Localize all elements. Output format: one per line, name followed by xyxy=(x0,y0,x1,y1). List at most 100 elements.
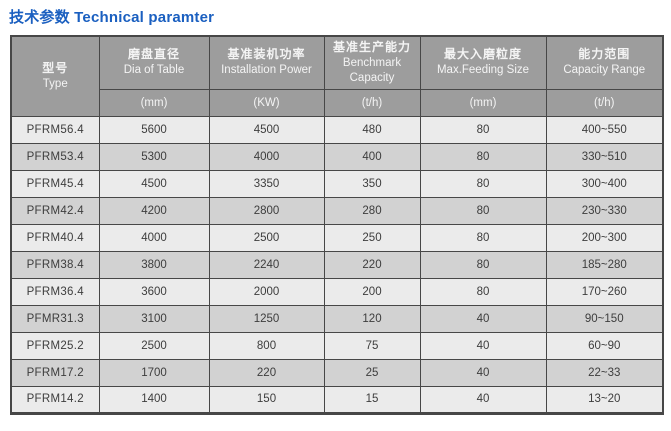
table-row: PFRM17.2 1700 220 25 40 22~33 xyxy=(10,358,664,387)
col-header-power-zh: 基准装机功率 xyxy=(227,47,306,62)
cell-max-feeding-size: 80 xyxy=(419,169,547,198)
cell-type: PFRM40.4 xyxy=(10,223,100,252)
cell-dia-of-table: 4500 xyxy=(98,169,210,198)
col-header-type: 型号 Type xyxy=(10,35,100,117)
cell-type: PFRM14.2 xyxy=(10,385,100,414)
cell-capacity-range: 13~20 xyxy=(545,385,664,414)
cell-installation-power: 3350 xyxy=(208,169,325,198)
cell-benchmark-capacity: 280 xyxy=(323,196,421,225)
cell-capacity-range: 22~33 xyxy=(545,358,664,387)
cell-installation-power: 800 xyxy=(208,331,325,360)
cell-capacity-range: 60~90 xyxy=(545,331,664,360)
col-header-capacity-en: Benchmark Capacity xyxy=(342,56,402,84)
table-row: PFRM14.2 1400 150 15 40 13~20 xyxy=(10,385,664,414)
cell-installation-power: 150 xyxy=(208,385,325,414)
cell-installation-power: 4500 xyxy=(208,115,325,144)
cell-type: PFRM25.2 xyxy=(10,331,100,360)
cell-installation-power: 2240 xyxy=(208,250,325,279)
cell-capacity-range: 200~300 xyxy=(545,223,664,252)
cell-installation-power: 4000 xyxy=(208,142,325,171)
col-header-feeding-zh: 最大入磨粒度 xyxy=(443,47,522,62)
cell-dia-of-table: 1700 xyxy=(98,358,210,387)
cell-benchmark-capacity: 480 xyxy=(323,115,421,144)
cell-capacity-range: 170~260 xyxy=(545,277,664,306)
table-row: PFRM38.4 3800 2240 220 80 185~280 xyxy=(10,250,664,279)
col-header-range-zh: 能力范围 xyxy=(578,47,631,62)
table-header: 型号 Type 磨盘直径 Dia of Table 基准装机功率 Install… xyxy=(10,35,664,117)
unit-installation-power: (KW) xyxy=(208,88,325,117)
table-row: PFRM56.4 5600 4500 480 80 400~550 xyxy=(10,115,664,144)
cell-dia-of-table: 5300 xyxy=(98,142,210,171)
col-header-type-zh: 型号 xyxy=(42,60,69,75)
col-header-range-en: Capacity Range xyxy=(563,64,646,77)
cell-dia-of-table: 1400 xyxy=(98,385,210,414)
cell-type: PFRM38.4 xyxy=(10,250,100,279)
cell-max-feeding-size: 40 xyxy=(419,331,547,360)
cell-max-feeding-size: 80 xyxy=(419,277,547,306)
col-header-capacity-zh: 基准生产能力 xyxy=(332,39,411,54)
table-row: PFMR31.3 3100 1250 120 40 90~150 xyxy=(10,304,664,333)
cell-dia-of-table: 3800 xyxy=(98,250,210,279)
col-header-installation-power: 基准装机功率 Installation Power xyxy=(208,35,325,90)
col-header-dia-of-table: 磨盘直径 Dia of Table xyxy=(98,35,210,90)
technical-parameters-table: 型号 Type 磨盘直径 Dia of Table 基准装机功率 Install… xyxy=(10,35,664,415)
cell-installation-power: 1250 xyxy=(208,304,325,333)
unit-benchmark-capacity: (t/h) xyxy=(323,88,421,117)
cell-type: PFRM36.4 xyxy=(10,277,100,306)
cell-capacity-range: 330~510 xyxy=(545,142,664,171)
cell-dia-of-table: 2500 xyxy=(98,331,210,360)
cell-benchmark-capacity: 220 xyxy=(323,250,421,279)
cell-benchmark-capacity: 400 xyxy=(323,142,421,171)
cell-benchmark-capacity: 350 xyxy=(323,169,421,198)
cell-dia-of-table: 3600 xyxy=(98,277,210,306)
table-row: PFRM53.4 5300 4000 400 80 330~510 xyxy=(10,142,664,171)
cell-capacity-range: 90~150 xyxy=(545,304,664,333)
col-header-type-en: Type xyxy=(42,77,68,90)
cell-benchmark-capacity: 250 xyxy=(323,223,421,252)
cell-max-feeding-size: 40 xyxy=(419,304,547,333)
table-body: PFRM56.4 5600 4500 480 80 400~550 PFRM53.4 5300… xyxy=(10,115,664,414)
cell-type: PFRM56.4 xyxy=(10,115,100,144)
cell-benchmark-capacity: 200 xyxy=(323,277,421,306)
cell-installation-power: 2800 xyxy=(208,196,325,225)
table-row: PFRM40.4 4000 2500 250 80 200~300 xyxy=(10,223,664,252)
cell-capacity-range: 400~550 xyxy=(545,115,664,144)
col-header-feeding-en: Max.Feeding Size xyxy=(436,64,530,77)
cell-installation-power: 2000 xyxy=(208,277,325,306)
table-row: PFRM36.4 3600 2000 200 80 170~260 xyxy=(10,277,664,306)
table-row: PFRM45.4 4500 3350 350 80 300~400 xyxy=(10,169,664,198)
cell-dia-of-table: 5600 xyxy=(98,115,210,144)
table-row: PFRM42.4 4200 2800 280 80 230~330 xyxy=(10,196,664,225)
cell-installation-power: 2500 xyxy=(208,223,325,252)
cell-capacity-range: 230~330 xyxy=(545,196,664,225)
col-header-capacity-range: 能力范围 Capacity Range xyxy=(545,35,664,90)
cell-type: PFRM45.4 xyxy=(10,169,100,198)
unit-capacity-range: (t/h) xyxy=(545,88,664,117)
cell-type: PFRM17.2 xyxy=(10,358,100,387)
col-header-max-feeding-size: 最大入磨粒度 Max.Feeding Size xyxy=(419,35,547,90)
units-row: (mm) (KW) (t/h) (mm) (t/h) xyxy=(11,88,664,117)
cell-benchmark-capacity: 25 xyxy=(323,358,421,387)
cell-benchmark-capacity: 120 xyxy=(323,304,421,333)
cell-type: PFRM42.4 xyxy=(10,196,100,225)
cell-max-feeding-size: 80 xyxy=(419,115,547,144)
cell-max-feeding-size: 80 xyxy=(419,142,547,171)
cell-dia-of-table: 4200 xyxy=(98,196,210,225)
cell-installation-power: 220 xyxy=(208,358,325,387)
table-row: PFRM25.2 2500 800 75 40 60~90 xyxy=(10,331,664,360)
cell-max-feeding-size: 40 xyxy=(419,385,547,414)
cell-dia-of-table: 3100 xyxy=(98,304,210,333)
unit-dia-of-table: (mm) xyxy=(98,88,210,117)
unit-max-feeding-size: (mm) xyxy=(419,88,547,117)
col-header-power-en: Installation Power xyxy=(221,64,312,77)
cell-max-feeding-size: 80 xyxy=(419,196,547,225)
cell-max-feeding-size: 80 xyxy=(419,250,547,279)
cell-type: PFRM53.4 xyxy=(10,142,100,171)
col-header-dia-zh: 磨盘直径 xyxy=(127,47,180,62)
cell-dia-of-table: 4000 xyxy=(98,223,210,252)
cell-capacity-range: 300~400 xyxy=(545,169,664,198)
cell-type: PFMR31.3 xyxy=(10,304,100,333)
cell-capacity-range: 185~280 xyxy=(545,250,664,279)
cell-benchmark-capacity: 15 xyxy=(323,385,421,414)
